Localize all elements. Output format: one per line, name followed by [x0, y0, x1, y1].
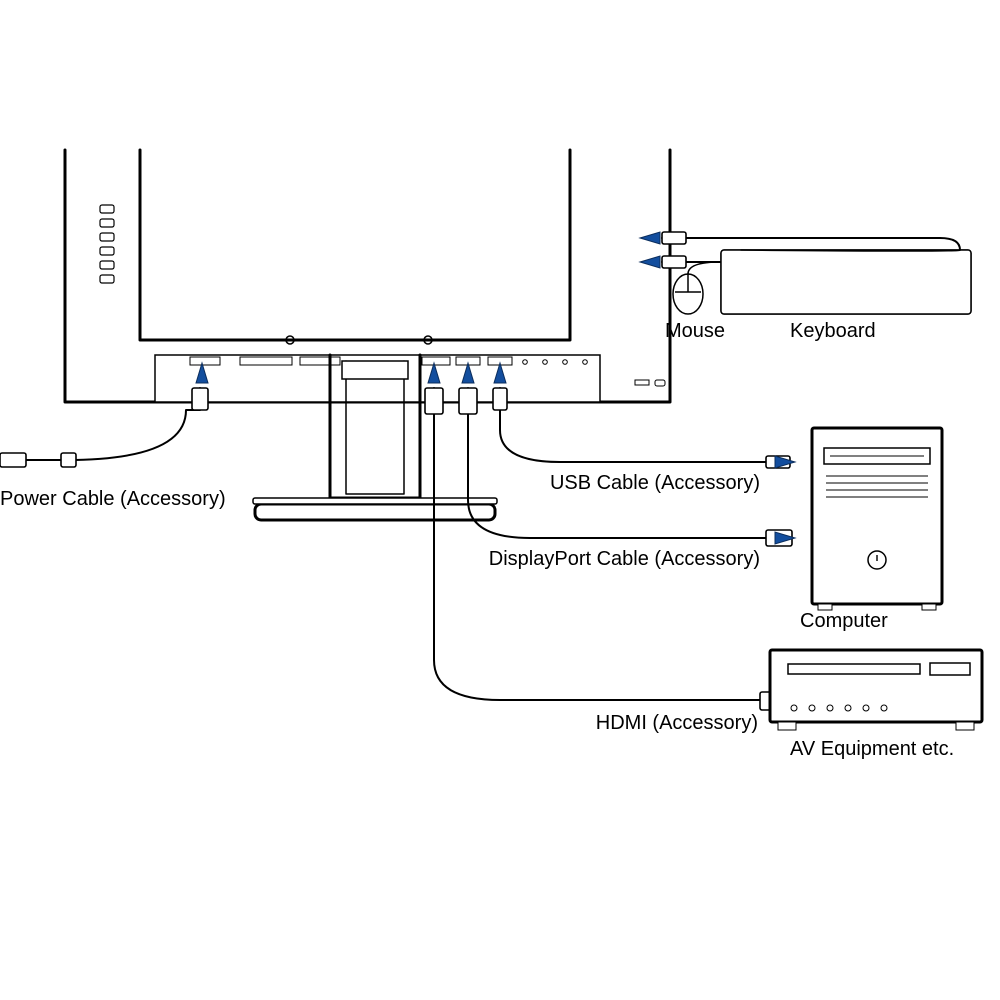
mouse-label: Mouse	[665, 320, 725, 343]
av-label: AV Equipment etc.	[790, 738, 954, 761]
computer-icon	[812, 428, 942, 610]
arrow-usb-side-top	[640, 232, 660, 244]
power-label: Power Cable (Accessory)	[0, 488, 226, 511]
connection-diagram: Mouse Keyboard Computer AV Equipment etc. Po…	[0, 0, 1000, 1000]
cable-hdmi	[434, 388, 760, 700]
av-equipment-icon	[770, 650, 982, 730]
keyboard-label: Keyboard	[790, 320, 876, 343]
arrow-usb-side-bottom	[640, 256, 660, 268]
cable-mouse-usb	[662, 238, 960, 250]
usb-label: USB Cable (Accessory)	[550, 472, 760, 495]
monitor-stand-base	[255, 504, 495, 520]
hdmi-label: HDMI (Accessory)	[596, 712, 758, 735]
displayport-label: DisplayPort Cable (Accessory)	[489, 548, 760, 571]
computer-label: Computer	[800, 610, 888, 633]
